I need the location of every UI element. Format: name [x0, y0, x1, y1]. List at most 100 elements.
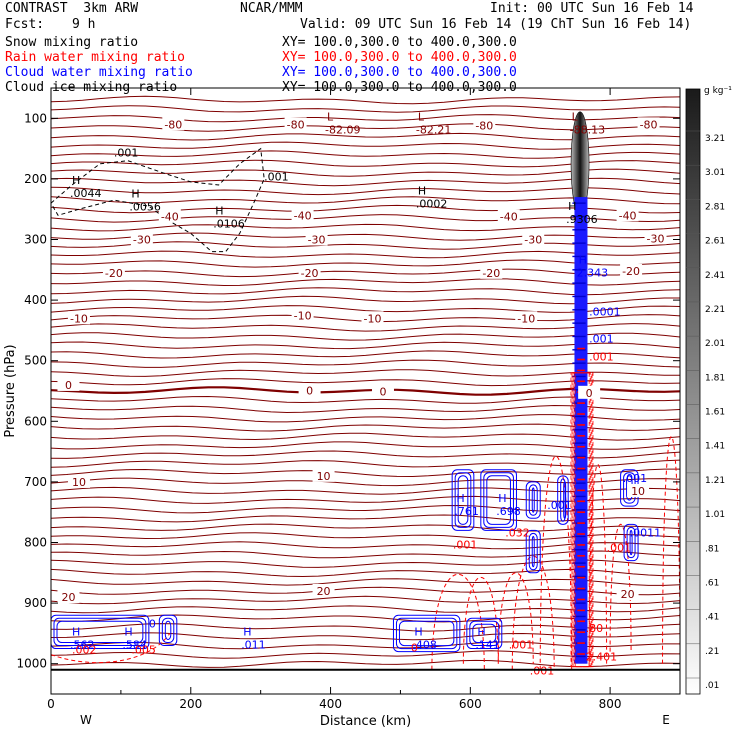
cloud-water-contour	[531, 535, 535, 568]
extremum-symbol: H	[477, 625, 485, 638]
colorbar-label: 3.21	[705, 134, 725, 144]
cloud-water-contour	[472, 623, 497, 644]
isotherm-label: -40	[161, 210, 179, 223]
extremum-value: .0044	[70, 187, 102, 200]
cloud-water-contour	[486, 475, 511, 525]
contour-value-label: .001	[509, 639, 534, 652]
contour-value-label: .032	[505, 526, 530, 539]
isotherm-label: 0	[65, 379, 72, 392]
isotherm-label-bg	[497, 209, 520, 223]
contour-value-label: 0	[149, 617, 156, 630]
contour-value-label: .001	[589, 333, 614, 346]
extremum-value: .0106	[213, 217, 245, 230]
isotherm-label-bg	[284, 117, 307, 131]
isotherm-label-bg	[371, 384, 394, 398]
cloud-water-contour	[629, 529, 633, 556]
rain-contour	[539, 455, 573, 670]
isotherm-label: -30	[133, 234, 151, 247]
isotherm-label-bg	[291, 208, 314, 222]
extremum-symbol: L	[418, 110, 425, 123]
isotherm-label-bg	[637, 117, 660, 131]
isotherm-label: -40	[619, 209, 637, 222]
y-tick-label: 200	[24, 172, 47, 186]
isotherm-label-bg	[67, 474, 90, 488]
x-tick-label: 0	[47, 697, 55, 711]
cloud-water-contour	[528, 532, 538, 571]
isotherm-label-bg	[473, 118, 496, 132]
cloud-water-contour	[53, 617, 147, 647]
contour-value-label: .005	[131, 643, 156, 656]
extremum-value: .0056	[129, 200, 161, 213]
isotherm-label-bg	[480, 265, 503, 279]
center-label: NCAR/MMM	[240, 1, 303, 16]
isotherm-label: 0	[306, 384, 313, 397]
west-label: W	[80, 713, 92, 727]
extremum-symbol: H	[498, 492, 506, 505]
cloud-water-contour	[161, 617, 175, 644]
cloud-water-contour	[480, 469, 517, 531]
y-tick-label: 500	[24, 354, 47, 368]
field-xy-cloud-water: XY= 100.0,300.0 to 400.0,300.0	[282, 65, 517, 80]
fcst-label: Fcst:	[5, 17, 45, 32]
y-tick-label: 100	[24, 111, 47, 125]
extremum-value: .0002	[416, 197, 448, 210]
cloud-water-contour	[395, 617, 458, 650]
isotherm-label-bg	[67, 311, 90, 325]
isotherm-label: 20	[317, 585, 331, 598]
cloud-water-contour	[451, 469, 475, 531]
x-tick-label: 600	[459, 697, 482, 711]
colorbar-label: 2.61	[705, 237, 725, 247]
cloud-water-contour	[483, 472, 514, 528]
extremum-symbol: H	[131, 187, 139, 200]
cloud-water-contour	[56, 620, 144, 644]
isotherm-label: -20	[622, 265, 640, 278]
field-xy-snow: XY= 100.0,300.0 to 400.0,300.0	[282, 35, 517, 50]
cloud-water-contour	[623, 523, 639, 562]
contour-value-label: .001	[623, 472, 648, 485]
isotherm-label: -30	[647, 232, 665, 245]
contour-value-label: .001	[589, 351, 614, 364]
contour-value-label: .0001	[589, 305, 621, 318]
rain-contour	[50, 633, 171, 664]
extremum-value: -88.13	[570, 123, 605, 136]
cloud-water-contour	[557, 475, 569, 525]
extremum-symbol: L	[327, 110, 334, 123]
isotherm-label: -10	[70, 312, 88, 325]
x-axis-label: Distance (km)	[320, 714, 411, 729]
isotherm-label-bg	[298, 383, 321, 397]
y-tick-label: 400	[24, 293, 47, 307]
isotherm-label-bg	[644, 231, 667, 245]
extremum-value: 2.343	[577, 266, 609, 279]
model-title: CONTRAST 3km ARW	[5, 1, 139, 16]
isotherm-line	[50, 95, 681, 105]
extremum-symbol: H	[124, 625, 132, 638]
cloud-water-contour	[469, 620, 500, 647]
extremum-value: .408	[412, 638, 437, 651]
colorbar-label: .01	[705, 681, 719, 691]
cloud-water-contour	[454, 472, 472, 528]
contour-value-label: .001	[530, 665, 555, 678]
isotherm-label: -10	[517, 312, 535, 325]
extremum-value: .141	[475, 638, 500, 651]
colorbar-label: 3.01	[705, 168, 725, 178]
colorbar-label: 1.21	[705, 476, 725, 486]
isotherm-label: -80	[287, 118, 305, 131]
field-name-cloud-water: Cloud water mixing ratio	[5, 65, 193, 80]
contour-value-label: 2.401	[586, 651, 618, 664]
cloud-water-contour	[531, 487, 535, 513]
isotherm-label-bg	[298, 265, 321, 279]
isotherm-label: -40	[294, 209, 312, 222]
x-tick-label: 400	[319, 697, 342, 711]
isotherm-label: -20	[301, 267, 319, 280]
cloud-water-contour	[528, 484, 538, 516]
extremum-value: .584	[122, 638, 147, 651]
cloud-water-contour	[525, 529, 541, 574]
colorbar-label: 1.61	[705, 408, 725, 418]
cloud-water-contour	[626, 526, 636, 559]
colorbar-label: 2.21	[705, 305, 725, 315]
rain-contour	[511, 555, 555, 670]
y-tick-label: 700	[24, 475, 47, 489]
colorbar-label: 2.81	[705, 202, 725, 212]
isotherm-label-bg	[515, 311, 538, 325]
